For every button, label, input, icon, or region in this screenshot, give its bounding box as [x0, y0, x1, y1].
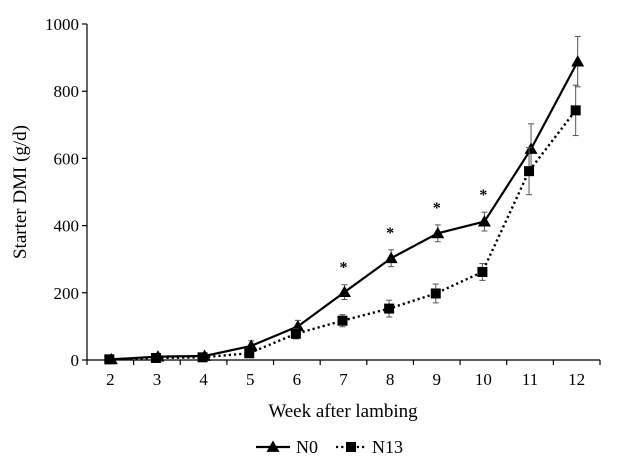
data-point — [104, 354, 115, 365]
legend-marker — [346, 442, 356, 452]
x-ticks: 2 3 4 5 6 7 8 9 10 11 12 — [86, 360, 601, 389]
data-point — [430, 288, 441, 299]
legend-item-n13: N13 — [336, 437, 403, 457]
legend-marker — [266, 440, 280, 452]
x-tick-label: 4 — [199, 370, 208, 389]
y-axis-label: Starter DMI (g/d) — [10, 125, 31, 259]
data-point — [337, 315, 348, 326]
axes — [86, 24, 600, 361]
x-tick-label: 9 — [433, 370, 442, 389]
x-tick-label: 8 — [386, 370, 395, 389]
data-point — [524, 142, 538, 154]
significance-layer: * * * * — [340, 187, 488, 277]
x-tick-label: 5 — [246, 370, 255, 389]
data-point — [477, 266, 488, 277]
x-tick-label: 3 — [153, 370, 162, 389]
legend: N0 N13 — [256, 437, 403, 457]
data-point — [431, 226, 445, 239]
x-tick-label: 2 — [106, 370, 115, 389]
legend-item-n0: N0 — [256, 437, 318, 457]
y-tick-label: 200 — [54, 284, 80, 303]
x-tick-label: 7 — [339, 370, 348, 389]
y-tick-label: 1000 — [45, 15, 79, 34]
data-point — [384, 251, 398, 264]
data-point — [477, 215, 491, 227]
x-tick-label: 11 — [522, 370, 538, 389]
x-tick-label: 12 — [568, 370, 585, 389]
y-tick-label: 600 — [54, 149, 80, 168]
series-layer — [104, 35, 585, 365]
x-tick-label: 6 — [293, 370, 302, 389]
data-point — [384, 303, 395, 314]
data-point — [290, 328, 301, 339]
series-n13 — [104, 84, 581, 365]
legend-label: N13 — [372, 437, 403, 457]
data-point — [197, 352, 208, 363]
data-point — [150, 352, 161, 363]
x-tick-label: 10 — [475, 370, 492, 389]
y-ticks: 0 200 400 600 800 1000 — [45, 15, 87, 370]
legend-label: N0 — [296, 437, 318, 457]
data-point — [524, 166, 535, 177]
x-axis-label: Week after lambing — [268, 401, 418, 422]
y-tick-label: 0 — [71, 351, 80, 370]
significance-marker: * — [386, 225, 394, 242]
y-tick-label: 800 — [54, 82, 80, 101]
y-tick-label: 400 — [54, 217, 80, 236]
data-point — [244, 348, 255, 359]
data-point — [571, 55, 585, 67]
significance-marker: * — [479, 187, 487, 204]
significance-marker: * — [433, 200, 441, 217]
data-point — [338, 285, 351, 298]
data-point — [570, 105, 581, 116]
significance-marker: * — [340, 260, 348, 277]
data-point — [244, 339, 258, 351]
